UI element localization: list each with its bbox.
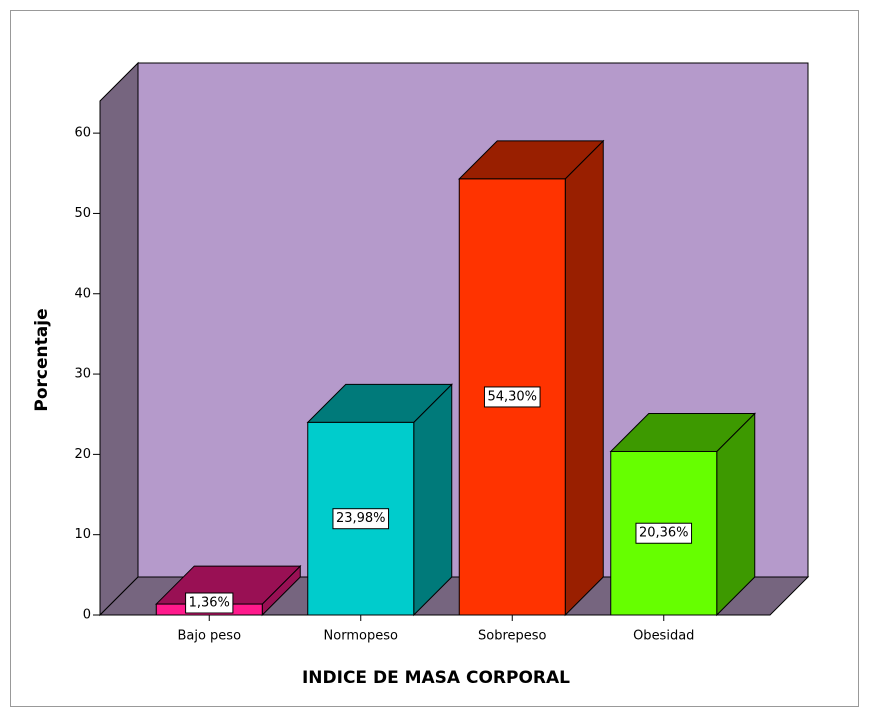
y-tick-label: 10 bbox=[74, 527, 91, 542]
y-tick-label: 30 bbox=[74, 367, 91, 382]
bar-side bbox=[413, 383, 453, 617]
y-tick-label: 60 bbox=[74, 126, 91, 141]
bar-group bbox=[609, 412, 756, 617]
x-tick-label: Normopeso bbox=[324, 629, 398, 644]
left-wall bbox=[99, 61, 139, 617]
x-tick-label: Bajo peso bbox=[177, 629, 241, 644]
data-label: 20,36% bbox=[639, 526, 689, 541]
x-tick-label: Obesidad bbox=[633, 629, 694, 644]
data-label: 23,98% bbox=[336, 511, 386, 526]
bar-side bbox=[564, 139, 604, 617]
y-tick-label: 0 bbox=[83, 608, 91, 623]
y-tick-label: 40 bbox=[74, 286, 91, 301]
data-label: 54,30% bbox=[487, 389, 537, 404]
y-tick-label: 50 bbox=[74, 206, 91, 221]
bar-group bbox=[306, 383, 453, 617]
data-label-box bbox=[332, 508, 390, 530]
bar-group bbox=[458, 139, 605, 617]
data-label-box bbox=[185, 592, 234, 614]
x-tick-label: Sobrepeso bbox=[478, 629, 547, 644]
data-label: 1,36% bbox=[189, 596, 230, 611]
y-axis-title: Porcentaje bbox=[32, 308, 52, 411]
data-label-box bbox=[635, 522, 693, 544]
x-axis-title: INDICE DE MASA CORPORAL bbox=[302, 668, 570, 688]
y-tick-label: 20 bbox=[74, 447, 91, 462]
data-label-box bbox=[483, 386, 541, 408]
